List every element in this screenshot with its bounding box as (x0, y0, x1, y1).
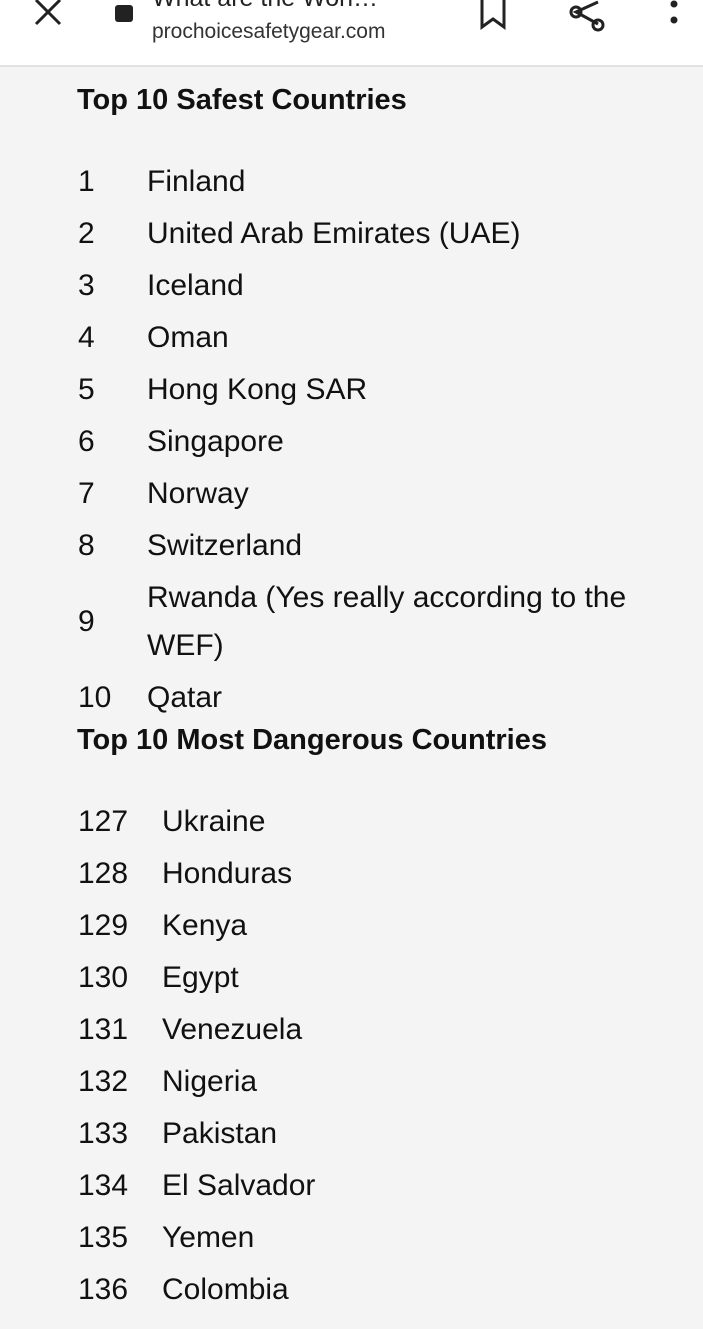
rank: 4 (78, 321, 95, 354)
country-name: Yemen (162, 1221, 255, 1254)
safest-heading: Top 10 Safest Countries (77, 84, 407, 116)
country-name: Egypt (162, 961, 239, 994)
rank: 10 (78, 681, 112, 714)
table-row: 10 Qatar (78, 674, 222, 722)
country-name: Qatar (147, 681, 223, 714)
bookmark-icon[interactable] (478, 0, 508, 30)
table-row: 7 Norway (78, 470, 249, 518)
table-row: 136 Colombia (78, 1266, 289, 1314)
country-name: Kenya (162, 909, 248, 942)
country-name: United Arab Emirates (UAE) (147, 217, 521, 250)
table-row: 128 Honduras (78, 850, 292, 898)
country-name: Venezuela (162, 1013, 303, 1046)
table-row: 6 Singapore (78, 418, 284, 466)
rank: 130 (78, 961, 129, 994)
country-name: Pakistan (162, 1117, 278, 1150)
rank: 8 (78, 529, 95, 562)
rank: 129 (78, 909, 129, 942)
rank: 7 (78, 477, 95, 510)
table-row: 130 Egypt (78, 954, 239, 1002)
country-name: Honduras (162, 857, 293, 890)
country-name: Nigeria (162, 1065, 258, 1098)
country-name: Norway (147, 477, 249, 510)
table-row: 5 Hong Kong SAR (78, 366, 367, 414)
table-row: 9 Rwanda (Yes really according to the WEF… (78, 574, 647, 670)
rank: 131 (78, 1013, 129, 1046)
close-icon[interactable] (34, 0, 62, 26)
country-name: El Salvador (162, 1169, 316, 1202)
table-row: 131 Venezuela (78, 1006, 302, 1054)
country-name: Rwanda (Yes really according to the WEF) (147, 581, 627, 662)
country-name: Finland (147, 165, 246, 198)
table-row: 129 Kenya (78, 902, 247, 950)
rank: 128 (78, 857, 129, 890)
table-row: 133 Pakistan (78, 1110, 277, 1158)
rank: 134 (78, 1169, 129, 1202)
more-vert-icon[interactable] (666, 0, 682, 30)
country-name: Iceland (147, 269, 244, 302)
dangerous-heading: Top 10 Most Dangerous Countries (77, 724, 547, 756)
table-row: 2 United Arab Emirates (UAE) (78, 210, 520, 258)
table-row: 8 Switzerland (78, 522, 302, 570)
rank: 6 (78, 425, 95, 458)
page-title: What are the Worl… (152, 0, 378, 13)
country-name: Ukraine (162, 805, 266, 838)
rank: 2 (78, 217, 95, 250)
country-name: Hong Kong SAR (147, 373, 368, 406)
country-name: Colombia (162, 1273, 289, 1306)
rank: 9 (78, 605, 95, 638)
rank: 1 (78, 165, 95, 198)
table-row: 4 Oman (78, 314, 229, 362)
page-url[interactable]: prochoicesafetygear.com (152, 20, 386, 43)
rank: 133 (78, 1117, 129, 1150)
table-row: 135 Yemen (78, 1214, 254, 1262)
table-row: 3 Iceland (78, 262, 244, 310)
country-name: Switzerland (147, 529, 303, 562)
country-name: Oman (147, 321, 229, 354)
country-name: Singapore (147, 425, 284, 458)
table-row: 132 Nigeria (78, 1058, 257, 1106)
table-row: 1 Finland (78, 158, 245, 206)
table-row: 134 El Salvador (78, 1162, 315, 1210)
rank: 3 (78, 269, 95, 302)
rank: 5 (78, 373, 95, 406)
browser-toolbar: What are the Worl… prochoicesafetygear.c… (0, 0, 703, 67)
rank: 135 (78, 1221, 129, 1254)
share-icon[interactable] (568, 0, 608, 34)
lock-icon (115, 5, 133, 22)
rank: 136 (78, 1273, 129, 1306)
rank: 127 (78, 805, 129, 838)
rank: 132 (78, 1065, 129, 1098)
table-row: 127 Ukraine (78, 798, 265, 846)
